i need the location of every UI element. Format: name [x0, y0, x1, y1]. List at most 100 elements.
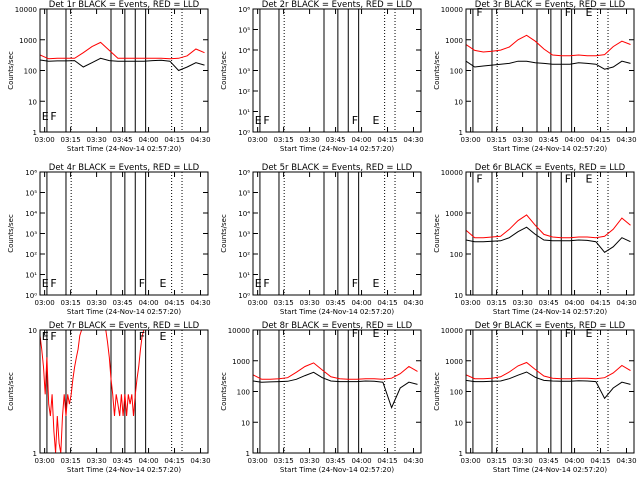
flag-marker-E: E: [255, 277, 262, 290]
x-axis-label: Start Time (24-Nov-14 02:57:20): [67, 466, 181, 474]
y-tick-label: 1000: [232, 358, 250, 366]
y-tick-label: 10²: [238, 88, 250, 96]
series-red-line: [466, 214, 631, 239]
y-tick-label: 10³: [25, 231, 37, 239]
series-red-line: [40, 41, 205, 60]
plot-title: Det 8r BLACK = Events, RED = LLD: [262, 321, 413, 331]
flag-marker-E: E: [42, 110, 49, 123]
x-tick-label: 03:00: [461, 299, 481, 307]
y-tick-label: 10⁴: [238, 210, 250, 218]
flag-marker-E: E: [373, 114, 380, 127]
x-tick-label: 03:00: [248, 136, 268, 144]
x-axis-label: Start Time (24-Nov-14 02:57:20): [493, 308, 607, 316]
y-axis-label: Counts/sec: [433, 51, 441, 90]
x-tick-label: 03:30: [299, 136, 319, 144]
x-tick-label: 04:00: [138, 136, 158, 144]
flag-marker-F: F: [263, 114, 269, 127]
y-tick-label: 10: [28, 98, 37, 106]
y-axis-label: Counts/sec: [220, 372, 228, 411]
y-tick-label: 10³: [238, 231, 250, 239]
x-tick-label: 03:45: [538, 299, 558, 307]
x-tick-label: 03:15: [274, 457, 294, 465]
plot-frame: [465, 8, 635, 133]
x-tick-label: 03:45: [538, 457, 558, 465]
flag-marker-E: E: [42, 277, 49, 290]
x-tick-label: 03:00: [461, 136, 481, 144]
x-axis-label: Start Time (24-Nov-14 02:57:20): [493, 145, 607, 153]
x-tick-label: 04:15: [377, 299, 397, 307]
plot-frame: [39, 171, 209, 296]
x-tick-label: 03:15: [61, 457, 81, 465]
x-tick-label: 04:15: [590, 299, 610, 307]
x-tick-label: 03:15: [487, 457, 507, 465]
x-tick-label: 04:00: [351, 457, 371, 465]
y-tick-label: 100: [24, 68, 37, 76]
series-black-line: [466, 371, 631, 400]
flag-marker-E: E: [255, 114, 262, 127]
flag-marker-F: F: [352, 327, 358, 340]
x-tick-label: 04:00: [351, 299, 371, 307]
plot-frame: [252, 8, 422, 133]
y-tick-label: 1: [459, 129, 463, 137]
flag-marker-E: E: [586, 327, 593, 340]
y-tick-label: 1000: [445, 358, 463, 366]
y-tick-label: 10000: [441, 6, 463, 14]
plot-det1r: Det 1r BLACK = Events, RED = LLD E F 1 10 100…: [7, 0, 211, 153]
x-tick-label: 04:15: [377, 457, 397, 465]
x-tick-label: 03:45: [112, 136, 132, 144]
y-tick-label: 10⁴: [238, 47, 250, 55]
x-tick-label: 03:15: [61, 136, 81, 144]
y-tick-label: 1000: [445, 210, 463, 218]
y-tick-label: 10⁶: [25, 169, 37, 177]
y-tick-label: 10¹: [238, 272, 250, 280]
flag-marker-E: E: [160, 330, 167, 343]
flag-marker-F: F: [565, 173, 571, 186]
x-tick-label: 03:30: [512, 299, 532, 307]
y-tick-label: 1: [33, 129, 37, 137]
y-axis-label: Counts/sec: [7, 372, 15, 411]
y-tick-label: 10⁰: [238, 292, 250, 300]
x-tick-label: 03:30: [512, 457, 532, 465]
x-tick-label: 04:15: [164, 136, 184, 144]
plot-frame: [465, 329, 635, 454]
flag-marker-E: E: [160, 277, 167, 290]
y-tick-label: 10⁵: [25, 190, 37, 198]
flag-marker-F: F: [352, 277, 358, 290]
y-tick-label: 10: [28, 327, 37, 335]
x-axis-label: Start Time (24-Nov-14 02:57:20): [67, 145, 181, 153]
x-tick-label: 04:00: [351, 136, 371, 144]
plot-title: Det 6r BLACK = Events, RED = LLD: [475, 163, 626, 173]
y-tick-label: 10000: [441, 327, 463, 335]
y-axis-label: Counts/sec: [7, 214, 15, 253]
y-axis-label: Counts/sec: [220, 51, 228, 90]
plot-frame: [465, 171, 635, 296]
y-tick-label: 10: [454, 292, 463, 300]
y-tick-label: 10⁰: [238, 129, 250, 137]
x-tick-label: 03:30: [299, 457, 319, 465]
x-tick-label: 04:30: [190, 299, 210, 307]
x-tick-label: 04:15: [164, 457, 184, 465]
y-tick-label: 1: [246, 450, 250, 458]
y-tick-label: 10¹: [25, 272, 37, 280]
flag-marker-F: F: [139, 277, 145, 290]
x-tick-label: 04:15: [164, 299, 184, 307]
y-tick-label: 100: [237, 389, 250, 397]
flag-marker-E: E: [373, 327, 380, 340]
y-tick-label: 10¹: [238, 109, 250, 117]
x-tick-label: 03:45: [112, 457, 132, 465]
x-tick-label: 03:45: [538, 136, 558, 144]
series-red-line: [40, 330, 205, 453]
y-tick-label: 10⁶: [238, 169, 250, 177]
flag-marker-F: F: [565, 6, 571, 19]
y-tick-label: 10: [454, 98, 463, 106]
x-tick-label: 03:15: [61, 299, 81, 307]
x-tick-label: 03:00: [248, 299, 268, 307]
flag-marker-F: F: [50, 110, 56, 123]
flag-marker-F: F: [50, 330, 56, 343]
x-tick-label: 04:30: [403, 136, 423, 144]
y-tick-label: 10000: [228, 327, 250, 335]
plot-title: Det 2r BLACK = Events, RED = LLD: [262, 0, 413, 10]
